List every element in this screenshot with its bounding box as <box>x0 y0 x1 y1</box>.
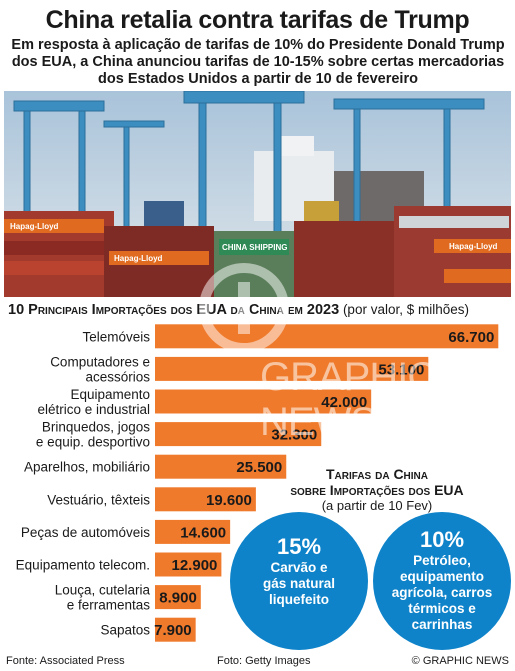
tariff-heading: Tarifas da China sobre Importações dos E… <box>262 466 492 514</box>
tariff-pct: 10% <box>419 527 465 552</box>
tariff-title-line2: sobre Importações dos EUA <box>290 482 464 498</box>
category-label: Sapatos <box>100 623 150 638</box>
port-photo: Hapag-Lloyd CHINA SHIPPING Hapag-Lloyd H… <box>4 91 511 297</box>
bar <box>155 422 322 447</box>
tariff-desc-line: Petróleo, <box>413 553 471 568</box>
bar <box>155 454 287 479</box>
footer: Fonte: Associated Press Foto: Getty Imag… <box>0 651 515 671</box>
category-label: Telemóveis <box>82 329 150 344</box>
tariff-desc-line: gás natural <box>262 576 336 591</box>
tariff-bubble-10: 10% Petróleo, equipamento agrícola, carr… <box>373 512 511 650</box>
container-text: CHINA SHIPPING <box>222 243 288 252</box>
bar <box>155 585 201 610</box>
value-label: 19.600 <box>206 492 252 509</box>
category-label: Computadores e <box>50 354 150 369</box>
tariff-desc-line: liquefeito <box>269 592 329 607</box>
bar-chart: Telemóveis 66.700 Computadores eacessórios… <box>16 324 499 642</box>
bar <box>155 519 231 544</box>
category-label: e equip. desportivo <box>36 435 150 450</box>
category-label: Aparelhos, mobiliário <box>24 460 150 475</box>
category-label: Brinquedos, jogos <box>42 420 150 435</box>
value-label: 32.300 <box>271 427 317 444</box>
category-label: Equipamento <box>70 387 150 402</box>
value-label: 8.900 <box>159 590 197 607</box>
page-title: China retalia contra tarifas de Trump <box>45 6 470 34</box>
value-label: 25.500 <box>236 459 282 476</box>
value-label: 66.700 <box>448 329 494 346</box>
category-label: Equipamento telecom. <box>16 558 150 573</box>
tariff-desc-line: equipamento <box>399 569 484 584</box>
tariff-pct: 15% <box>276 534 322 559</box>
bar <box>155 552 222 577</box>
tariff-title-line1: Tarifas da China <box>326 466 428 482</box>
bar <box>155 389 372 414</box>
category-label: Louça, cutelaria <box>55 583 151 598</box>
value-label: 42.000 <box>321 394 367 411</box>
value-label: 14.600 <box>180 524 226 541</box>
port-photo-illustration: Hapag-Lloyd CHINA SHIPPING Hapag-Lloyd H… <box>4 91 511 297</box>
value-label: 12.900 <box>172 557 218 574</box>
value-label: 7.900 <box>154 622 192 639</box>
chart-title: 10 Principais Importações dos EUA da Chi… <box>8 302 340 318</box>
category-label: Vestuário, têxteis <box>47 492 150 507</box>
value-label: 53.100 <box>378 361 424 378</box>
container-text: Hapag-Lloyd <box>449 242 498 251</box>
category-label: Peças de automóveis <box>21 525 150 540</box>
page-subtitle: Em resposta à aplicação de tarifas de 10… <box>11 37 505 87</box>
tariff-desc-line: agrícola, carros <box>391 585 493 600</box>
bar <box>155 617 196 642</box>
chart-unit: (por valor, $ milhões) <box>342 302 469 317</box>
tariff-title-line3: (a partir de 10 Fev) <box>321 498 433 513</box>
bar <box>155 324 499 349</box>
tariff-bubble-15: 15% Carvão e gás natural liquefeito <box>230 512 368 650</box>
tariff-desc-line: carrinhas <box>411 617 473 632</box>
category-label: elétrico e industrial <box>37 402 150 417</box>
category-label: e ferramentas <box>67 598 151 613</box>
tariff-desc-line: Carvão e <box>270 560 328 575</box>
source-credit: Fonte: Associated Press <box>6 655 125 667</box>
copyright: © GRAPHIC NEWS <box>411 655 509 667</box>
container-text: Hapag-Lloyd <box>10 222 59 231</box>
container-text: Hapag-Lloyd <box>114 254 163 263</box>
chart-heading: 10 Principais Importações dos EUA da Chi… <box>8 302 513 318</box>
bar <box>155 356 429 381</box>
tariff-desc-line: térmicos e <box>408 601 476 616</box>
bar <box>155 487 256 512</box>
photo-credit: Foto: Getty Images <box>217 655 311 667</box>
category-label: acessórios <box>85 369 150 384</box>
